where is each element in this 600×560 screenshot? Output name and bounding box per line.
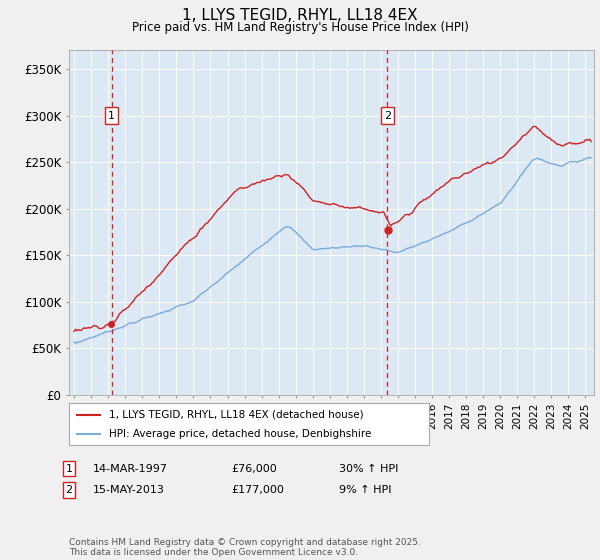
Text: 30% ↑ HPI: 30% ↑ HPI [339, 464, 398, 474]
Text: £76,000: £76,000 [231, 464, 277, 474]
Text: 9% ↑ HPI: 9% ↑ HPI [339, 485, 391, 495]
Text: 1, LLYS TEGID, RHYL, LL18 4EX: 1, LLYS TEGID, RHYL, LL18 4EX [182, 8, 418, 24]
Text: £177,000: £177,000 [231, 485, 284, 495]
Text: Contains HM Land Registry data © Crown copyright and database right 2025.
This d: Contains HM Land Registry data © Crown c… [69, 538, 421, 557]
Text: 1, LLYS TEGID, RHYL, LL18 4EX (detached house): 1, LLYS TEGID, RHYL, LL18 4EX (detached … [109, 409, 363, 419]
Text: 2: 2 [384, 110, 391, 120]
Text: 2: 2 [65, 485, 73, 495]
Text: 14-MAR-1997: 14-MAR-1997 [93, 464, 168, 474]
Text: 15-MAY-2013: 15-MAY-2013 [93, 485, 165, 495]
Text: Price paid vs. HM Land Registry's House Price Index (HPI): Price paid vs. HM Land Registry's House … [131, 21, 469, 34]
Text: HPI: Average price, detached house, Denbighshire: HPI: Average price, detached house, Denb… [109, 429, 371, 439]
Text: 1: 1 [108, 110, 115, 120]
Text: 1: 1 [65, 464, 73, 474]
